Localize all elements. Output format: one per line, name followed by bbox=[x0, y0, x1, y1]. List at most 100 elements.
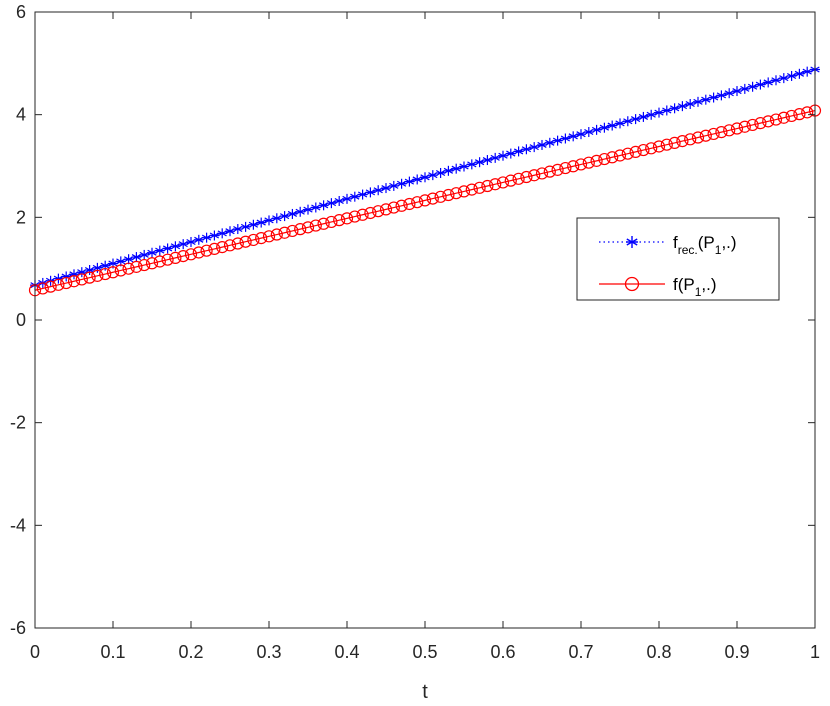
x-tick-label: 1 bbox=[810, 642, 820, 662]
series-2-point bbox=[489, 178, 502, 191]
series-2-point bbox=[411, 196, 424, 209]
series-2-point bbox=[106, 266, 120, 279]
series-2-point bbox=[676, 135, 689, 148]
series-2-point bbox=[161, 253, 174, 266]
series-2-point bbox=[348, 210, 361, 223]
series-2-point bbox=[317, 217, 330, 230]
series-2-point bbox=[551, 163, 564, 176]
series-2-point bbox=[122, 262, 135, 275]
series-2-point bbox=[652, 140, 666, 153]
x-axis-label: t bbox=[422, 681, 428, 703]
series-2-point bbox=[153, 255, 166, 268]
series-2-point bbox=[262, 230, 276, 243]
series-1-point bbox=[76, 267, 87, 278]
series-2-point bbox=[496, 176, 510, 189]
y-tick-label: -6 bbox=[10, 618, 26, 638]
series-2-point bbox=[746, 118, 759, 132]
legend-box bbox=[576, 217, 780, 301]
series-2-point bbox=[801, 106, 814, 119]
series-2-point bbox=[208, 242, 221, 256]
series-2-point bbox=[528, 169, 541, 182]
series-2-point bbox=[91, 269, 104, 282]
series-2-point bbox=[567, 160, 580, 173]
series-2-point bbox=[294, 223, 307, 236]
series-2-point bbox=[512, 172, 525, 185]
series-2-point bbox=[372, 205, 385, 218]
legend-label: frec.(P1,.) bbox=[673, 233, 737, 257]
series-2-point bbox=[44, 280, 57, 293]
series-2-point bbox=[598, 152, 611, 166]
series-2-point bbox=[239, 235, 252, 248]
series-2-point bbox=[364, 206, 377, 220]
legend-label: f(P1,.) bbox=[673, 275, 717, 299]
series-2-point bbox=[426, 192, 439, 205]
series-2-point bbox=[590, 154, 603, 167]
series-2-point bbox=[67, 275, 81, 288]
series-2-point bbox=[442, 188, 455, 202]
series-2-point bbox=[715, 126, 728, 139]
series-2-point bbox=[177, 249, 190, 263]
legend-item-2: f(P1,.) bbox=[599, 275, 717, 299]
plot-background bbox=[35, 12, 815, 628]
series-2-point bbox=[247, 233, 260, 247]
series-2-point bbox=[340, 212, 354, 225]
series-2-point bbox=[356, 208, 369, 221]
series-2-point bbox=[793, 108, 806, 121]
series-2-point bbox=[75, 273, 88, 286]
series-2-point bbox=[286, 224, 299, 238]
x-tick-label: 0.7 bbox=[568, 642, 593, 662]
y-tick-label: -2 bbox=[10, 413, 26, 433]
series-2-point bbox=[730, 122, 744, 135]
series-2-point bbox=[465, 183, 478, 196]
series-2-point bbox=[504, 174, 517, 187]
series-2-point bbox=[473, 181, 486, 194]
series-2-point bbox=[481, 179, 494, 193]
series-2-point bbox=[387, 201, 400, 214]
series-2-point bbox=[395, 199, 408, 212]
x-tick-label: 0 bbox=[30, 642, 40, 662]
legend-marker bbox=[624, 276, 640, 292]
y-tick-label: 4 bbox=[16, 105, 26, 125]
series-2-point bbox=[723, 124, 736, 137]
x-tick-label: 0.5 bbox=[412, 642, 437, 662]
series-2-point bbox=[699, 129, 712, 142]
series-2-point bbox=[613, 149, 627, 162]
series-2-point bbox=[231, 237, 244, 250]
y-tick-label: 2 bbox=[16, 207, 26, 227]
series-2-point bbox=[60, 276, 73, 290]
series-2-point bbox=[450, 187, 463, 200]
x-tick-label: 0.2 bbox=[178, 642, 203, 662]
series-2-point bbox=[114, 264, 127, 277]
series-2-point bbox=[559, 161, 572, 175]
series-1-point bbox=[474, 157, 485, 168]
series-2-point bbox=[145, 257, 159, 270]
series-2-point bbox=[691, 131, 705, 144]
series-2-point bbox=[184, 248, 198, 261]
series-2-point bbox=[606, 151, 619, 164]
legend-marker bbox=[626, 236, 638, 248]
series-2-point bbox=[333, 214, 346, 227]
series-layer bbox=[28, 64, 822, 297]
series-2-point bbox=[785, 109, 798, 123]
series-2-point bbox=[535, 167, 549, 180]
series-2-point bbox=[270, 228, 283, 241]
series-2 bbox=[28, 104, 822, 297]
y-tick-label: 0 bbox=[16, 310, 26, 330]
series-2-point bbox=[403, 197, 416, 211]
series-2-point bbox=[301, 221, 315, 234]
series-2-point bbox=[645, 142, 658, 155]
series-2-point bbox=[223, 239, 237, 252]
series-2-point bbox=[325, 215, 338, 229]
series-2-point bbox=[138, 258, 151, 272]
x-tick-label: 0.8 bbox=[646, 642, 671, 662]
series-2-point bbox=[660, 138, 673, 151]
series-2-point bbox=[83, 271, 96, 284]
series-2-point bbox=[769, 113, 783, 126]
series-2-point bbox=[36, 282, 49, 295]
legend-item-1: frec.(P1,.) bbox=[599, 233, 737, 257]
series-2-point bbox=[738, 120, 751, 133]
series-2-point bbox=[574, 158, 588, 171]
series-2-point bbox=[762, 115, 775, 128]
series-2-point bbox=[418, 194, 432, 207]
